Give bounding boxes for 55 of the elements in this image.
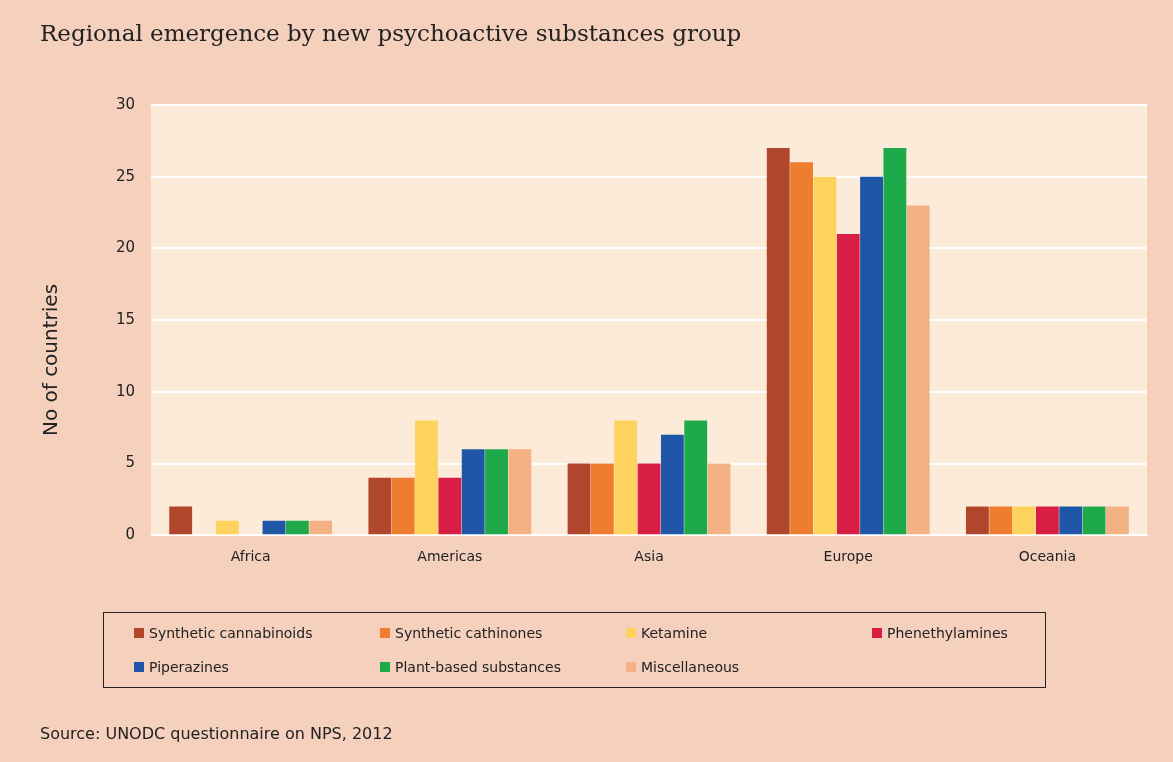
bar xyxy=(614,420,638,535)
bar xyxy=(965,506,989,535)
bar xyxy=(391,477,415,535)
chart-title: Regional emergence by new psychoactive substances group xyxy=(40,20,742,46)
bar xyxy=(989,506,1013,535)
bar xyxy=(508,449,532,535)
y-tick-label: 20 xyxy=(115,238,136,257)
bar xyxy=(1059,506,1083,535)
bar xyxy=(590,463,614,535)
legend-label: Miscellaneous xyxy=(641,659,740,675)
y-tick-label: 15 xyxy=(115,309,136,328)
bar xyxy=(368,477,392,535)
bar xyxy=(906,205,930,535)
bar xyxy=(1012,506,1036,535)
x-tick-label: Oceania xyxy=(1018,548,1077,565)
bar xyxy=(567,463,591,535)
bar xyxy=(461,449,485,535)
bar xyxy=(660,434,684,535)
y-tick-label: 5 xyxy=(125,453,136,472)
bar xyxy=(1035,506,1059,535)
x-tick-label: Africa xyxy=(230,548,271,565)
bar xyxy=(813,176,837,535)
y-tick-label: 0 xyxy=(125,525,136,544)
bar xyxy=(836,234,860,535)
bar xyxy=(485,449,508,535)
y-tick-label: 25 xyxy=(115,166,136,185)
bar xyxy=(637,463,661,535)
bar xyxy=(309,520,333,535)
bar xyxy=(169,506,193,535)
x-tick-label: Americas xyxy=(417,548,483,565)
bar xyxy=(790,162,813,535)
bar xyxy=(860,176,883,535)
bar xyxy=(766,148,790,535)
bar xyxy=(215,520,239,535)
legend-label: Synthetic cathinones xyxy=(395,625,543,641)
bar xyxy=(883,148,907,535)
bar xyxy=(415,420,438,535)
legend-label: Phenethylamines xyxy=(887,625,1008,641)
x-tick-label: Europe xyxy=(823,548,873,565)
bar xyxy=(1082,506,1106,535)
legend-label: Synthetic cannabinoids xyxy=(149,625,313,641)
source-note: Source: UNODC questionnaire on NPS, 2012 xyxy=(40,724,393,743)
bar xyxy=(1105,506,1129,535)
y-axis-title: No of countries xyxy=(38,283,62,437)
bar xyxy=(684,420,708,535)
x-tick-label: Asia xyxy=(634,548,664,565)
bar xyxy=(285,520,309,535)
legend-label: Plant-based substances xyxy=(395,659,561,675)
y-tick-label: 10 xyxy=(115,381,136,400)
y-tick-label: 30 xyxy=(115,94,136,113)
bar xyxy=(707,463,731,535)
bar xyxy=(262,520,286,535)
legend-label: Ketamine xyxy=(641,625,708,641)
bar xyxy=(438,477,462,535)
legend-label: Piperazines xyxy=(149,659,229,675)
